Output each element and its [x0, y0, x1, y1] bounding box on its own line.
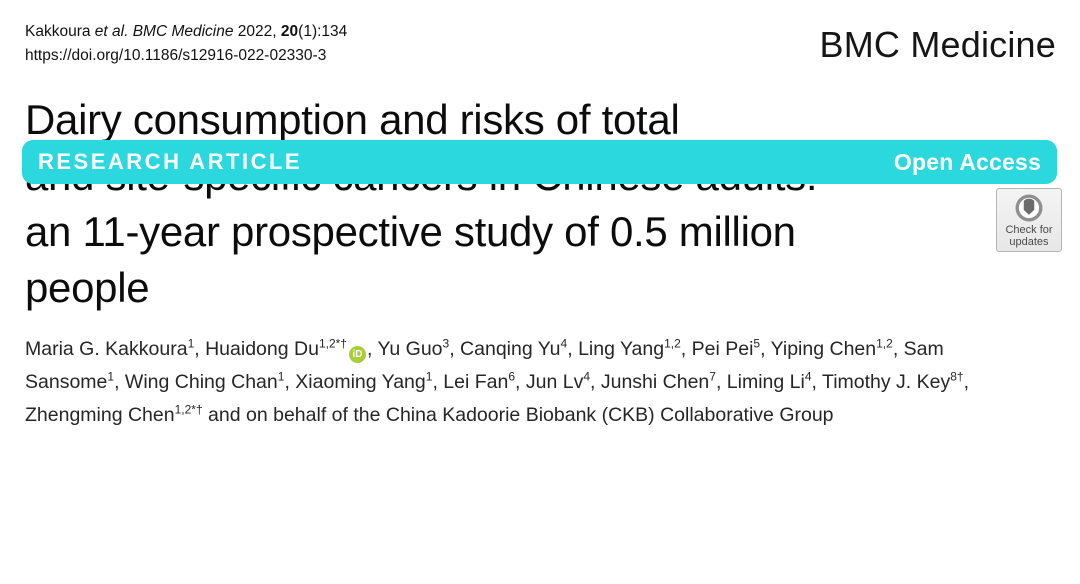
article-title: Dairy consumption and risks of totaland …	[25, 92, 990, 316]
author-affiliation-superscript: 8†	[950, 369, 964, 384]
author-name: Lei Fan6,	[443, 369, 526, 394]
author-name: Xiaoming Yang1,	[295, 369, 444, 394]
author-affiliation-superscript: 1	[107, 369, 115, 384]
author-name: Pei Pei5,	[691, 336, 771, 361]
author-affiliation-superscript: 1,2	[664, 336, 681, 351]
author-name: Huaidong Du1,2*†iD,	[205, 336, 377, 363]
author-name: Junshi Chen7,	[600, 369, 727, 394]
author-affiliation-superscript: 4	[583, 369, 591, 384]
author-affiliation-superscript: 1	[277, 369, 285, 384]
author-name: Jun Lv4,	[525, 369, 601, 394]
citation-block: Kakkoura et al. BMC Medicine 2022, 20(1)…	[25, 20, 347, 68]
author-name: Sam Sansome1,	[25, 338, 944, 393]
author-name: Canqing Yu4,	[460, 336, 579, 361]
check-for-updates-badge[interactable]: Check for updates	[996, 188, 1062, 252]
article-title-line: an 11-year prospective study of 0.5 mill…	[25, 208, 796, 255]
author-affiliation-superscript: 3	[442, 336, 450, 351]
citation-line: Kakkoura et al. BMC Medicine 2022, 20(1)…	[25, 23, 348, 40]
open-access-label[interactable]: Open Access	[893, 148, 1041, 175]
author-affiliation-superscript: 1,2*†	[318, 336, 347, 351]
author-name: Yu Guo3,	[377, 336, 461, 361]
author-affiliation-superscript: 1,2	[876, 336, 893, 351]
author-name: Maria G. Kakkoura1,	[25, 336, 206, 361]
author-name: Ling Yang1,2,	[578, 336, 692, 361]
author-affiliation-superscript: 5	[753, 336, 761, 351]
author-name: Zhengming Chen1,2*†	[25, 402, 203, 427]
author-name: Timothy J. Key8†,	[822, 369, 970, 394]
author-affiliation-superscript: 1,2*†	[174, 402, 203, 417]
author-affiliation-superscript: 4	[560, 336, 568, 351]
journal-logo: BMC Medicine	[819, 24, 1056, 65]
article-type-banner: RESEARCH ARTICLE Open Access	[22, 140, 1057, 184]
author-name: Yiping Chen1,2,	[770, 336, 904, 361]
article-type-label: RESEARCH ARTICLE	[38, 149, 303, 174]
author-name: Wing Ching Chan1,	[124, 369, 296, 394]
doi-link[interactable]: https://doi.org/10.1186/s12916-022-02330…	[25, 47, 327, 64]
author-affiliation-superscript: 4	[804, 369, 812, 384]
author-affiliation-superscript: 1	[425, 369, 433, 384]
author-affiliation-superscript: 1	[187, 336, 195, 351]
article-title-line: people	[25, 264, 150, 311]
masthead: Kakkoura et al. BMC Medicine 2022, 20(1)…	[0, 0, 1080, 68]
author-affiliation-superscript: 6	[508, 369, 516, 384]
orcid-icon[interactable]: iD	[348, 346, 366, 363]
author-list: Maria G. Kakkoura1, Huaidong Du1,2*†iD, …	[25, 336, 970, 427]
article-title-line: Dairy consumption and risks of total	[25, 96, 680, 143]
author-affiliation-superscript: 7	[709, 369, 716, 384]
crossmark-icon	[1015, 194, 1043, 221]
author-name: Liming Li4,	[726, 369, 823, 394]
crossmark-label: Check for updates	[1005, 223, 1053, 248]
